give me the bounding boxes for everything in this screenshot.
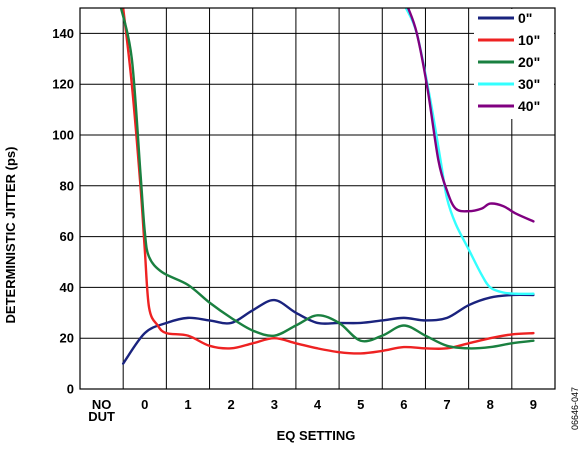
legend: 0" 10" 20" 30" 40" <box>474 9 554 119</box>
x-tick-label: 2 <box>228 397 235 412</box>
series-line-0 <box>121 293 535 365</box>
legend-label: 10" <box>518 32 540 48</box>
plot-frame <box>79 7 556 390</box>
legend-label: 40" <box>518 98 540 114</box>
series-line-1 <box>121 8 535 355</box>
y-tick-labels: 0 20 40 60 80 100 120 140 <box>52 26 74 397</box>
y-tick-label: 60 <box>60 229 74 244</box>
x-tick-label: 6 <box>400 397 407 412</box>
y-tick-label: 120 <box>52 77 74 92</box>
legend-background <box>474 9 554 119</box>
x-tick-label: DUT <box>88 409 115 424</box>
grid <box>80 8 555 389</box>
y-axis-title: DETERMINISTIC JITTER (ps) <box>3 147 18 324</box>
y-tick-label: 40 <box>60 280 74 295</box>
x-tick-label: 7 <box>443 397 450 412</box>
x-tick-label: 0 <box>141 397 148 412</box>
series-line-2 <box>119 8 535 350</box>
legend-label: 0" <box>518 10 532 26</box>
plot-border <box>79 7 556 390</box>
x-tick-label: 3 <box>271 397 278 412</box>
x-tick-label: 9 <box>530 397 537 412</box>
x-tick-label: NO <box>92 397 112 412</box>
y-tick-label: 140 <box>52 26 74 41</box>
x-axis-title: EQ SETTING <box>277 428 356 443</box>
x-tick-label: 5 <box>357 397 364 412</box>
x-tick-label: 8 <box>487 397 494 412</box>
y-tick-label: 100 <box>52 128 74 143</box>
figure-id: 06646-047 <box>570 387 580 430</box>
x-tick-label: 4 <box>314 397 322 412</box>
legend-label: 30" <box>518 76 540 92</box>
legend-label: 20" <box>518 54 540 70</box>
y-tick-label: 20 <box>60 331 74 346</box>
x-tick-label: 1 <box>184 397 191 412</box>
series-lines <box>119 8 535 365</box>
series-line-4 <box>406 8 535 223</box>
y-tick-label: 0 <box>67 382 74 397</box>
y-tick-label: 80 <box>60 178 74 193</box>
